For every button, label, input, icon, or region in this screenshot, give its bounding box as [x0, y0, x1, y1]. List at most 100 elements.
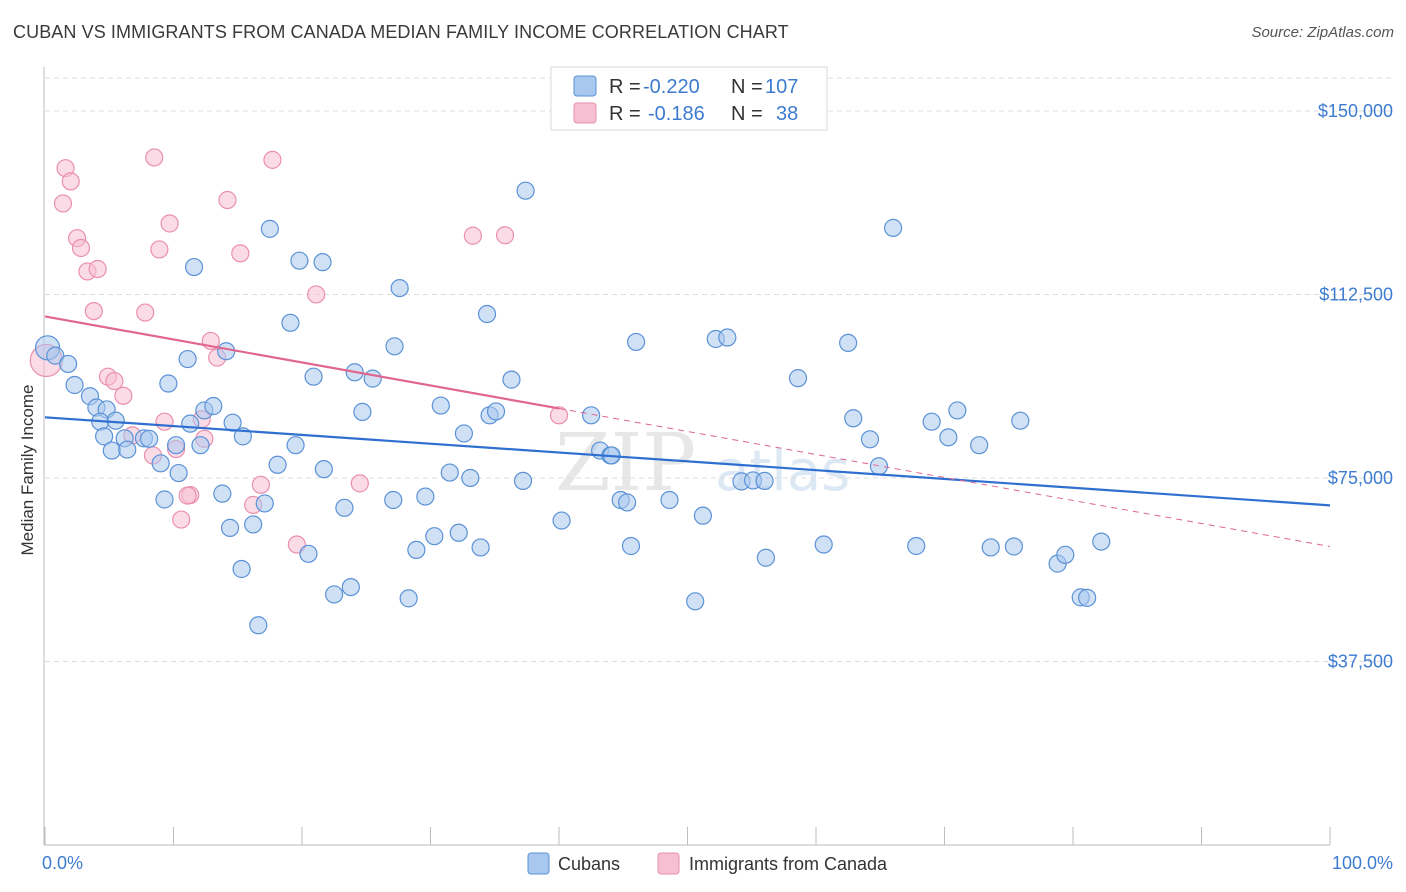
point-immigrants-from-canada	[495, 226, 515, 245]
point-cubans	[431, 396, 450, 415]
legend-n-value-immigrants: 38	[776, 103, 798, 125]
point-cubans	[939, 428, 958, 447]
bottom-legend-label-cubans: Cubans	[558, 854, 620, 874]
point-cubans	[353, 402, 372, 422]
legend-box	[550, 66, 828, 131]
point-cubans	[407, 540, 426, 560]
bottom-legend-swatch-cubans	[527, 852, 550, 875]
point-immigrants-from-canada	[145, 148, 164, 167]
point-cubans	[385, 337, 404, 356]
legend-r-value-immigrants: -0.186	[648, 103, 705, 125]
point-cubans	[118, 440, 137, 459]
point-cubans	[582, 406, 601, 425]
point-cubans	[844, 409, 863, 428]
point-immigrants-from-canada	[84, 301, 103, 321]
point-cubans	[220, 518, 240, 537]
trendline-immigrants-extension	[558, 407, 1331, 547]
point-cubans	[204, 396, 223, 416]
legend-swatch-cubans	[573, 75, 597, 97]
series-immigrants-from-canada	[29, 148, 569, 554]
point-cubans	[213, 484, 232, 503]
point-cubans	[755, 471, 774, 491]
point-cubans	[313, 253, 332, 272]
point-cubans	[290, 251, 309, 270]
point-cubans	[249, 616, 268, 635]
point-cubans	[1092, 532, 1111, 551]
point-immigrants-from-canada	[61, 172, 80, 191]
point-immigrants-from-canada	[88, 259, 107, 279]
point-immigrants-from-canada	[136, 303, 155, 322]
source-label: Source: ZipAtlas.com	[1251, 24, 1394, 41]
point-cubans	[922, 412, 941, 431]
point-cubans	[869, 457, 889, 476]
point-cubans	[449, 523, 468, 542]
point-cubans	[260, 219, 279, 238]
trendline-cubans	[44, 416, 1331, 507]
axes	[43, 67, 1331, 846]
point-cubans	[626, 332, 646, 352]
point-cubans	[970, 436, 989, 455]
point-cubans	[304, 367, 323, 386]
point-immigrants-from-canada	[231, 244, 250, 263]
legend-r-value-cubans: -0.220	[643, 76, 700, 98]
point-cubans	[169, 463, 188, 483]
point-cubans	[756, 548, 775, 567]
x-tick-label-max: 100.0%	[1332, 853, 1393, 873]
y-tick-label: $37,500	[1328, 651, 1393, 671]
point-cubans	[477, 304, 497, 324]
point-cubans	[363, 369, 382, 388]
point-cubans	[95, 427, 114, 446]
point-cubans	[660, 490, 679, 510]
bottom-legend: Cubans Immigrants from Canada	[527, 852, 888, 875]
point-cubans	[325, 585, 344, 604]
point-cubans	[552, 511, 571, 530]
point-immigrants-from-canada	[53, 194, 73, 213]
point-cubans	[139, 429, 159, 448]
point-immigrants-from-canada	[263, 150, 282, 169]
point-cubans	[46, 346, 65, 365]
point-cubans	[184, 257, 204, 277]
point-cubans	[416, 487, 435, 506]
point-immigrants-from-canada	[178, 486, 197, 505]
x-tick-labels: 0.0% 100.0%	[42, 853, 1393, 873]
point-cubans	[693, 506, 713, 525]
point-cubans	[151, 454, 170, 473]
trend-lines	[44, 315, 1331, 547]
point-cubans	[454, 424, 474, 443]
point-cubans	[1011, 411, 1030, 430]
point-cubans	[502, 370, 521, 389]
point-immigrants-from-canada	[350, 474, 369, 493]
point-immigrants-from-canada	[251, 475, 270, 494]
point-cubans	[178, 349, 197, 369]
point-cubans	[341, 577, 360, 597]
point-cubans	[155, 490, 174, 509]
point-cubans	[166, 436, 186, 455]
point-immigrants-from-canada	[218, 190, 237, 210]
legend-n-value-cubans: 107	[765, 76, 798, 98]
point-cubans	[390, 278, 409, 298]
point-cubans	[883, 218, 903, 237]
point-cubans	[486, 402, 506, 421]
point-cubans	[686, 592, 705, 611]
legend-n-label-cubans: N =	[731, 76, 763, 98]
point-cubans	[286, 436, 305, 455]
point-cubans	[191, 436, 210, 455]
point-cubans	[718, 328, 737, 347]
point-immigrants-from-canada	[155, 412, 174, 431]
point-cubans	[788, 369, 808, 388]
point-cubans	[255, 494, 274, 513]
point-cubans	[181, 414, 200, 433]
trendline-immigrants-from-canada	[44, 315, 560, 410]
point-immigrants-from-canada	[114, 386, 133, 405]
point-immigrants-from-canada	[549, 406, 569, 425]
series-cubans	[34, 181, 1111, 635]
bottom-legend-label-immigrants: Immigrants from Canada	[689, 854, 888, 874]
point-immigrants-from-canada	[71, 238, 91, 258]
point-immigrants-from-canada	[463, 226, 483, 245]
point-cubans	[948, 401, 967, 420]
y-tick-label: $150,000	[1318, 101, 1393, 121]
point-cubans	[981, 538, 1000, 557]
point-cubans	[1056, 545, 1075, 564]
x-tick-label-min: 0.0%	[42, 853, 83, 873]
